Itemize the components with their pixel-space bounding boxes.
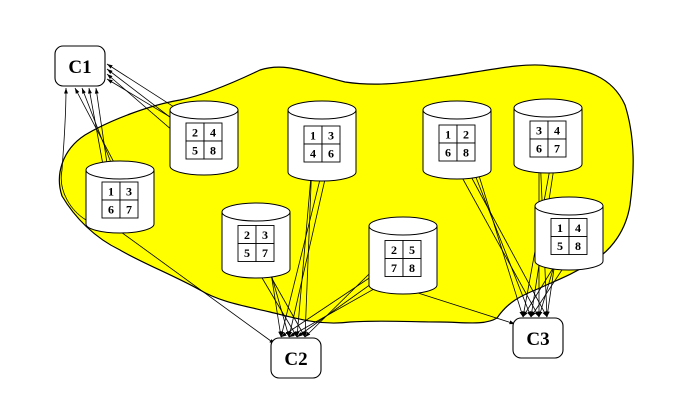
block-label: 4 [310,147,316,161]
block-label: 4 [554,124,560,138]
edge-cross-n1-c2 [109,223,276,345]
clients: C1 C2 C3 [54,45,564,379]
block-label: 5 [192,144,198,158]
edge-n3-c2-1 [288,152,332,338]
block-label: 7 [554,142,560,156]
block-label: 1 [557,221,563,235]
storage-node: 2 45 8 [169,100,239,176]
block-label: 7 [391,261,397,275]
edge-n1-c1-outer [60,87,87,221]
block-label: 4 [210,126,216,140]
storage-node: 1 34 6 [287,100,357,182]
edge-n6-c3-2 [447,151,540,318]
client-box [54,45,106,87]
block-label: 3 [262,228,268,242]
block-label: 3 [536,124,542,138]
block-label: 7 [126,203,132,217]
cylinder-top [513,98,583,118]
storage-node: 2 35 7 [221,202,291,279]
block-label: 1 [445,128,451,142]
block-label: 5 [557,239,563,253]
client-c1: C1 [54,45,106,87]
block-label: 3 [328,129,334,143]
block-cell [321,143,341,163]
block-label: 6 [108,203,114,217]
block-label: 4 [575,221,581,235]
cylinder-top [169,100,239,120]
client-box [270,337,322,379]
block-label: 2 [463,128,469,142]
block-label: 5 [244,246,250,260]
block-label: 3 [126,185,132,199]
block-label: 8 [409,261,415,275]
storage-node: 2 57 8 [368,216,438,295]
block-label: 1 [108,185,114,199]
block-label: 6 [328,147,334,161]
block-label: 8 [210,144,216,158]
block-cell [203,140,223,160]
client-label: C3 [526,329,549,350]
storage-node: 1 45 8 [534,196,604,271]
block-cell [547,138,567,158]
block-label: 5 [409,243,415,257]
edge-n6-c3-1 [465,151,532,318]
block-cell [402,258,422,277]
block-label: 8 [575,239,581,253]
storage-nodes: 1 36 72 45 81 34 62 35 7 2 57 81 26 83 46 71 45 8 [85,98,604,295]
block-label: 6 [445,146,451,160]
client-label: C2 [284,349,307,370]
block-label: 1 [310,129,316,143]
block-label: 8 [463,146,469,160]
block-label: 2 [192,126,198,140]
client-box [512,317,564,359]
block-label: 2 [391,243,397,257]
cylinder-top [221,202,291,222]
client-label: C1 [68,57,91,78]
cylinder-top [85,160,155,180]
block-cell [456,142,476,162]
storage-node: 1 36 7 [85,160,155,234]
block-cell [568,236,588,255]
storage-node: 3 46 7 [513,98,583,174]
client-c2: C2 [270,337,322,379]
block-label: 7 [262,246,268,260]
block-label: 6 [536,142,542,156]
edge-n3-c2-2 [295,152,314,338]
block-cell [119,199,139,219]
block-label: 2 [244,228,250,242]
storage-node: 1 26 8 [422,100,492,180]
cylinder-top [422,100,492,120]
cylinder-top [368,216,438,236]
client-c3: C3 [512,317,564,359]
cylinder-top [287,100,357,120]
block-cell [255,243,275,262]
cylinder-top [534,196,604,216]
